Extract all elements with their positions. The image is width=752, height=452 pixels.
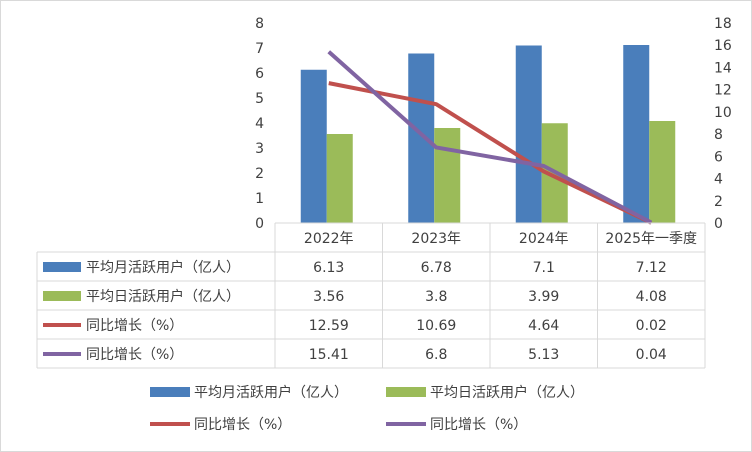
table-cell: 6.13 xyxy=(313,260,344,276)
bar-daily-1 xyxy=(434,128,461,223)
table-cell: 5.13 xyxy=(528,347,559,363)
category-label: 2022年 xyxy=(304,231,354,247)
right-tick-label: 14 xyxy=(714,60,732,76)
legend: 平均月活跃用户（亿人） 平均日活跃用户（亿人） 同比增长（%） 同比增长（%） xyxy=(150,384,584,433)
bar-monthly-0 xyxy=(300,69,327,223)
legend-key xyxy=(386,387,426,397)
table-cell: 10.69 xyxy=(416,318,456,334)
right-axis: 0 2 4 6 8 10 12 14 16 18 xyxy=(714,16,732,232)
legend-label: 同比增长（%） xyxy=(430,417,527,433)
right-tick-label: 12 xyxy=(714,83,732,99)
bar-daily-0 xyxy=(326,134,353,223)
right-tick-label: 6 xyxy=(714,149,723,165)
table-cell: 0.04 xyxy=(636,347,667,363)
left-tick-label: 4 xyxy=(255,116,264,132)
left-tick-label: 7 xyxy=(255,41,264,57)
left-tick-label: 3 xyxy=(255,141,264,157)
right-tick-label: 16 xyxy=(714,38,732,54)
line-growth-2 xyxy=(327,50,653,225)
table-legend-key xyxy=(43,262,81,272)
table-row-label: 平均月活跃用户（亿人） xyxy=(86,259,240,276)
table-row-label: 同比增长（%） xyxy=(86,318,183,334)
legend-label: 同比增长（%） xyxy=(194,417,291,433)
bar-monthly-1 xyxy=(408,53,435,223)
line-growth-1 xyxy=(328,81,653,225)
category-label: 2025年一季度 xyxy=(605,231,697,247)
table-cell: 0.02 xyxy=(636,318,667,334)
table-legend-key xyxy=(43,291,81,301)
table-cell: 3.56 xyxy=(313,289,344,305)
table-row-label: 同比增长（%） xyxy=(86,347,183,363)
table-row-label: 平均日活跃用户（亿人） xyxy=(86,288,240,305)
right-tick-label: 8 xyxy=(714,127,723,143)
right-tick-label: 10 xyxy=(714,105,732,121)
table-cell: 3.99 xyxy=(528,289,559,305)
table-cell: 4.64 xyxy=(528,318,559,334)
table-cell: 3.8 xyxy=(425,289,447,305)
category-label: 2023年 xyxy=(411,231,461,247)
left-tick-label: 5 xyxy=(255,91,264,107)
left-tick-label: 0 xyxy=(255,216,264,232)
left-tick-label: 6 xyxy=(255,66,264,82)
left-tick-label: 2 xyxy=(255,166,264,182)
bar-daily-3 xyxy=(649,121,676,223)
right-tick-label: 4 xyxy=(714,172,723,188)
table-cell: 12.59 xyxy=(309,318,349,334)
legend-label: 平均日活跃用户（亿人） xyxy=(430,384,584,401)
line-series xyxy=(327,50,653,225)
left-axis: 0 1 2 3 4 5 6 7 8 xyxy=(255,16,264,232)
bar-monthly-2 xyxy=(515,45,542,223)
table-cell: 4.08 xyxy=(636,289,667,305)
legend-label: 平均月活跃用户（亿人） xyxy=(194,384,348,401)
table-cell: 7.1 xyxy=(533,260,555,276)
bar-series xyxy=(300,45,676,223)
table-cell: 6.78 xyxy=(421,260,452,276)
right-tick-label: 2 xyxy=(714,194,723,210)
bar-monthly-3 xyxy=(623,45,650,223)
category-label: 2024年 xyxy=(519,231,569,247)
table-cell: 7.12 xyxy=(636,260,667,276)
left-tick-label: 1 xyxy=(255,191,264,207)
table-cell: 6.8 xyxy=(425,347,447,363)
left-tick-label: 8 xyxy=(255,16,264,32)
right-tick-label: 18 xyxy=(714,16,732,32)
table-cell: 15.41 xyxy=(309,347,349,363)
legend-key xyxy=(150,387,190,397)
right-tick-label: 0 xyxy=(714,216,723,232)
